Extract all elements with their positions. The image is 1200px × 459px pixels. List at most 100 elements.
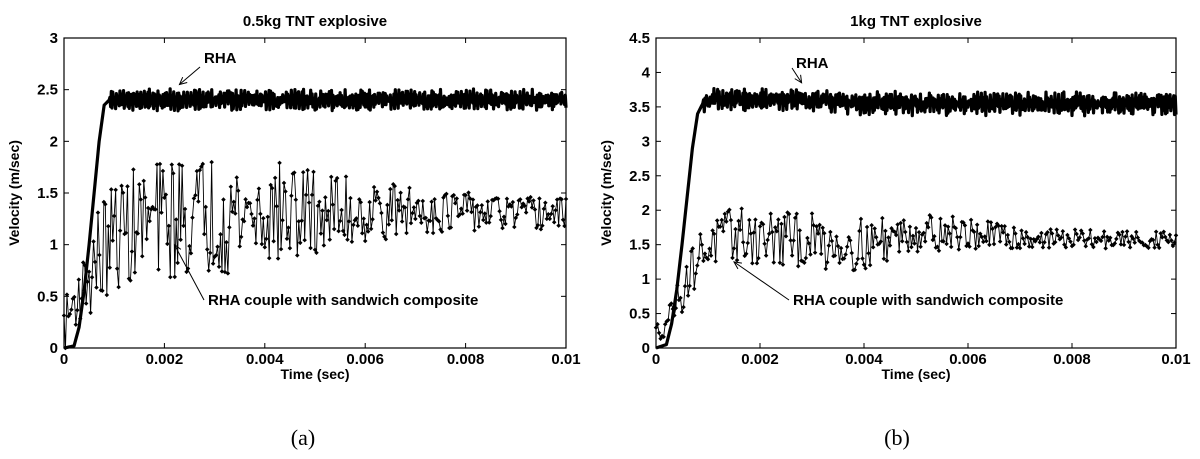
series-sandwich-marker (255, 197, 260, 203)
series-sandwich-marker (1107, 235, 1113, 241)
subfigure-label-b: (b) (884, 425, 910, 450)
series-sandwich-marker (500, 225, 505, 231)
series-sandwich-marker (1037, 240, 1043, 245)
series-sandwich-marker (768, 211, 773, 216)
series-sandwich-marker (1036, 234, 1041, 240)
series-sandwich-marker (899, 238, 905, 244)
series-sandwich-marker (679, 309, 685, 315)
series-sandwich-marker (1169, 238, 1174, 243)
series-sandwich-marker (864, 224, 870, 230)
series-sandwich-marker (765, 237, 770, 243)
series-sandwich-marker (753, 217, 758, 222)
series-sandwich-marker (376, 195, 381, 201)
series-sandwich-marker (262, 245, 268, 250)
series-sandwich-marker (305, 167, 310, 173)
series-sandwich-marker (427, 218, 433, 224)
series-sandwich-marker (789, 253, 795, 258)
series-sandwich-marker (206, 268, 211, 273)
series-sandwich-marker (863, 266, 868, 271)
x-tick-label: 0.002 (741, 351, 779, 368)
series-sandwich-marker (782, 214, 787, 220)
series-sandwich-marker (678, 295, 683, 301)
series-sandwich-marker (178, 237, 183, 242)
x-tick-label: 0.006 (346, 351, 384, 368)
series-sandwich-marker (336, 228, 341, 234)
series-sandwich-marker (504, 196, 510, 202)
series-sandwich-marker (771, 260, 777, 265)
series-sandwich-marker (209, 159, 214, 165)
series-sandwich-marker (318, 231, 324, 236)
series-sandwich-marker (196, 199, 201, 204)
series-sandwich-marker (216, 264, 222, 269)
series-sandwich-marker (861, 262, 867, 267)
series-sandwich-marker (1167, 232, 1173, 238)
series-sandwich-marker (1112, 241, 1118, 246)
series-sandwich-marker (794, 211, 799, 217)
series-sandwich-marker (430, 230, 436, 236)
series-sandwich-marker (1152, 245, 1157, 250)
annotation-arrow-line (733, 261, 790, 301)
series-sandwich-marker (984, 238, 989, 244)
series-sandwich-marker (343, 174, 349, 179)
series-sandwich-marker (512, 224, 517, 230)
series-sandwich-marker (419, 220, 424, 226)
series-sandwich-marker (1020, 236, 1026, 241)
series-sandwich-marker (297, 240, 303, 246)
series-sandwich-marker (974, 222, 980, 228)
series-sandwich-marker (168, 274, 173, 280)
y-tick-label: 4.5 (629, 30, 650, 47)
series-sandwich-marker (299, 218, 304, 223)
series-sandwich-marker (484, 220, 489, 225)
series-sandwich-marker (673, 305, 679, 311)
series-sandwich-marker (991, 241, 997, 247)
series-sandwich-marker (844, 244, 850, 250)
series-sandwich-marker (156, 267, 161, 272)
series-sandwich-marker (123, 230, 129, 236)
series-sandwich-marker (436, 219, 442, 224)
series-sandwich-marker (1071, 242, 1076, 248)
series-sandwich-marker (340, 228, 346, 234)
series-sandwich-marker (464, 208, 470, 213)
chart-title: 0.5kg TNT explosive (243, 13, 387, 30)
series-sandwich-marker (498, 217, 504, 223)
series-sandwich-marker (834, 234, 839, 239)
series-sandwich-marker (141, 178, 146, 184)
series-sandwich-marker (278, 246, 284, 252)
series-sandwich-marker (745, 240, 751, 246)
series-sandwich-marker (272, 175, 278, 181)
annotation-rha-sandwich: RHA couple with sandwich composite (793, 292, 1063, 309)
series-sandwich-marker (1045, 229, 1050, 235)
series-sandwich-marker (424, 229, 430, 235)
series-sandwich-marker (1055, 233, 1061, 238)
series-sandwich-marker (913, 225, 919, 231)
series-sandwich-marker (695, 263, 700, 268)
series-sandwich-marker (488, 213, 493, 219)
series-sandwich-marker (479, 202, 485, 208)
series-sandwich-marker (256, 186, 262, 191)
series-sandwich-marker (61, 313, 67, 318)
series-sandwich-marker (740, 239, 746, 245)
series-sandwich-marker (550, 203, 555, 209)
series-sandwich-marker (393, 231, 399, 237)
series-sandwich-marker (308, 245, 313, 251)
series-sandwich-marker (119, 183, 124, 189)
series-sandwich-marker (371, 184, 377, 190)
series-sandwich-marker (1039, 230, 1044, 236)
series-sandwich-marker (258, 211, 263, 217)
series-sandwich-marker (675, 282, 680, 288)
series-rha-line (63, 87, 568, 350)
series-sandwich-marker (398, 190, 403, 196)
series-sandwich-marker (948, 244, 954, 250)
series-sandwich-marker (547, 216, 553, 222)
series-sandwich-marker (497, 208, 502, 214)
series-sandwich-marker (327, 237, 333, 242)
series-sandwich-marker (292, 170, 297, 175)
series-sandwich-marker (1028, 236, 1033, 242)
series-sandwich-marker (1046, 245, 1052, 250)
series-sandwich-marker (311, 169, 316, 175)
series-sandwich-marker (867, 262, 873, 268)
series-sandwich-marker (701, 258, 706, 264)
series-sandwich-marker (907, 224, 913, 230)
series-sandwich-marker (938, 216, 943, 222)
series-sandwich-marker (858, 216, 864, 222)
